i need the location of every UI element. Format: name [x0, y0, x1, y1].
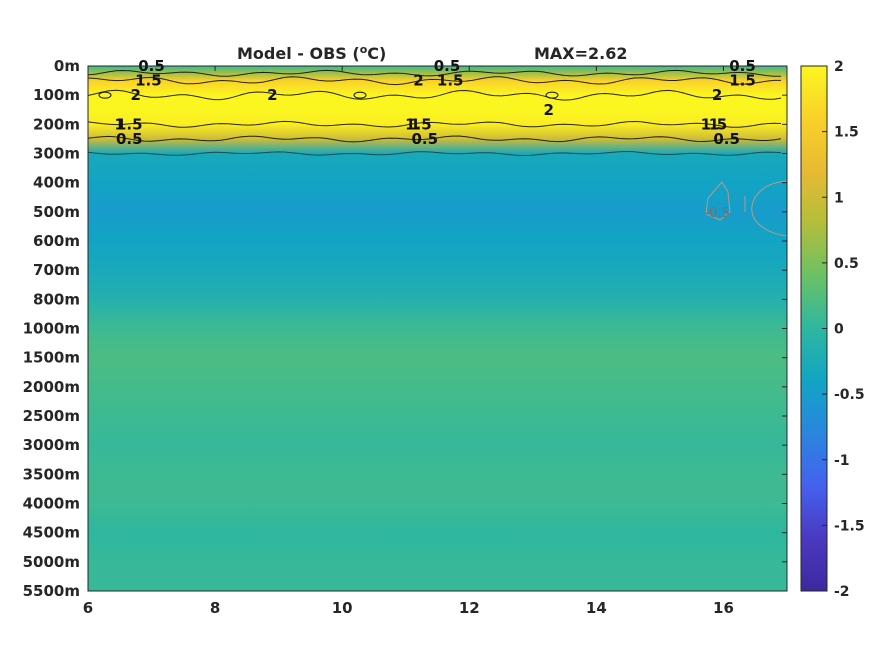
- contour-label: 1: [115, 115, 125, 133]
- contour-label: 0.5: [713, 130, 740, 148]
- contour-label: -0.5: [704, 206, 729, 221]
- y-tick-label-2000m: 2000m: [23, 378, 80, 396]
- y-tick-label-100m: 100m: [33, 86, 80, 104]
- contour-label: 1.5: [437, 72, 464, 90]
- y-tick-label-500m: 500m: [33, 203, 80, 221]
- contour-label: 1.5: [729, 72, 756, 90]
- contour-line-25m: [87, 69, 781, 77]
- contour-label: 2: [267, 86, 277, 104]
- y-tick-label-200m: 200m: [33, 115, 80, 133]
- max-label: MAX=2.62: [534, 44, 628, 63]
- x-axis: 6 8 10 12 14 16: [83, 599, 734, 617]
- contour-core-0: [353, 91, 367, 99]
- contour-cold-patch: [705, 181, 731, 221]
- contour-label: 1.5: [701, 115, 728, 133]
- y-tick-label-0m: 0m: [54, 57, 80, 75]
- y-tick-label-600m: 600m: [33, 232, 80, 250]
- x-tick-label-12: 12: [459, 599, 480, 617]
- contour-label: 1.5: [116, 115, 143, 133]
- x-tick-label-6: 6: [83, 599, 93, 617]
- y-tick-label-4000m: 4000m: [23, 495, 80, 513]
- colorbar-tick-label-0-5: 0.5: [834, 256, 859, 272]
- y-tick-label-1000m: 1000m: [23, 320, 80, 338]
- plot-area: 0.51.52 21.510.50.51.521.510.520.51.521.5…: [87, 57, 788, 592]
- contour-label: 0.5: [412, 130, 439, 148]
- y-tick-label-3500m: 3500m: [23, 465, 80, 483]
- contour-line-300m: [87, 150, 782, 157]
- contour-line-100m: [87, 89, 782, 101]
- colorbar-tick-label-1-5: 1.5: [834, 125, 859, 141]
- colorbar-tick-label--2: -2: [834, 584, 850, 600]
- contour-label: 2: [130, 86, 140, 104]
- y-tick-label-2500m: 2500m: [23, 407, 80, 425]
- colorbar-tick-label--0-5: -0.5: [834, 387, 865, 403]
- x-tick-label-14: 14: [586, 599, 607, 617]
- y-tick-label-700m: 700m: [33, 261, 80, 279]
- y-tick-label-400m: 400m: [33, 174, 80, 192]
- contour-line-250m: [87, 135, 782, 143]
- colorbar-ticks: 2 1.5 1 0.5 0 -0.5 -1 -1.5 -2: [822, 59, 865, 600]
- colorbar-tick-label--1-5: -1.5: [834, 518, 865, 534]
- y-axis: 0m 100m 200m 300m 400m 500m 600m 700m 800m 1000m 1…: [23, 57, 80, 600]
- contour-lines: [87, 69, 788, 237]
- colorbar-tick-label-0: 0: [834, 322, 844, 338]
- contour-cold-region: [751, 180, 788, 237]
- y-tick-label-3000m: 3000m: [23, 436, 80, 454]
- y-tick-label-5000m: 5000m: [23, 553, 80, 571]
- contour-label: 1.5: [135, 72, 162, 90]
- y-tick-label-300m: 300m: [33, 145, 80, 163]
- contour-label: 1: [410, 115, 420, 133]
- contour-label: 2: [543, 101, 553, 119]
- contour-line-50m: [87, 76, 781, 86]
- contour-label: 2: [413, 72, 423, 90]
- axis-ticks: [87, 65, 787, 592]
- contour-label: 0.5: [116, 130, 143, 148]
- x-tick-label-8: 8: [210, 599, 220, 617]
- contour-line-200m: [87, 120, 782, 128]
- chart-title: Model - OBS (oC): [237, 43, 386, 64]
- contour-label: 1.5: [405, 115, 432, 133]
- contour-core-1: [545, 91, 559, 99]
- contour-label: 2: [712, 86, 722, 104]
- contour-core-2: [98, 91, 112, 99]
- colorbar-tick-label-2: 2: [834, 59, 844, 75]
- x-tick-label-10: 10: [332, 599, 353, 617]
- y-tick-label-5500m: 5500m: [23, 582, 80, 600]
- colorbar-tick-label-1: 1: [834, 190, 844, 206]
- contour-label: 1: [709, 115, 719, 133]
- colorbar: 2 1.5 1 0.5 0 -0.5 -1 -1.5 -2: [800, 59, 865, 600]
- contour-labels: 0.51.52 21.510.50.51.521.510.520.51.521.5…: [115, 57, 756, 221]
- y-tick-label-1500m: 1500m: [23, 349, 80, 367]
- colorbar-tick-label--1: -1: [834, 453, 850, 469]
- y-tick-label-4500m: 4500m: [23, 524, 80, 542]
- x-tick-label-16: 16: [713, 599, 734, 617]
- y-tick-label-800m: 800m: [33, 290, 80, 308]
- heatmap-field: [88, 66, 787, 591]
